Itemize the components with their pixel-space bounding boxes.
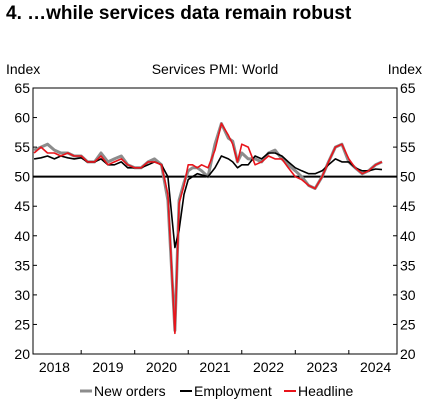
chart-subtitle: Services PMI: World [152,61,279,77]
x-tick-label: 2018 [39,359,70,375]
legend-label-employment: Employment [194,383,272,399]
y-tick-label-left: 20 [14,346,30,362]
y-tick-label-left: 50 [14,169,30,185]
series-line-new-orders [33,122,383,332]
y-tick-label-right: 20 [400,346,416,362]
series-line-headline [33,122,383,335]
x-tick-label: 2021 [199,359,230,375]
y-tick-label-left: 60 [14,110,30,126]
x-tick-label: 2022 [253,359,284,375]
y-tick-label-right: 35 [400,257,416,273]
y-axis-label-left: Index [6,61,40,77]
y-tick-label-right: 45 [400,198,416,214]
y-tick-label-left: 25 [14,316,30,332]
legend-label-headline: Headline [298,383,353,399]
y-tick-label-left: 45 [14,198,30,214]
y-tick-label-left: 40 [14,228,30,244]
y-tick-label-right: 60 [400,110,416,126]
x-tick-label: 2023 [306,359,337,375]
y-tick-label-right: 55 [400,139,416,155]
y-axis-label-right: Index [388,61,422,77]
plot-frame [32,87,398,355]
y-tick-label-left: 65 [14,80,30,96]
x-tick-label: 2019 [92,359,123,375]
x-tick-label: 2020 [146,359,177,375]
legend-label-new-orders: New orders [94,383,166,399]
y-tick-label-left: 30 [14,287,30,303]
y-tick-label-right: 50 [400,169,416,185]
y-tick-label-left: 55 [14,139,30,155]
y-tick-label-right: 65 [400,80,416,96]
y-tick-label-right: 25 [400,316,416,332]
y-tick-label-right: 40 [400,228,416,244]
y-tick-label-left: 35 [14,257,30,273]
y-tick-label-right: 30 [400,287,416,303]
chart-title: 4. …while services data remain robust [6,3,352,24]
x-tick-label: 2024 [360,359,391,375]
